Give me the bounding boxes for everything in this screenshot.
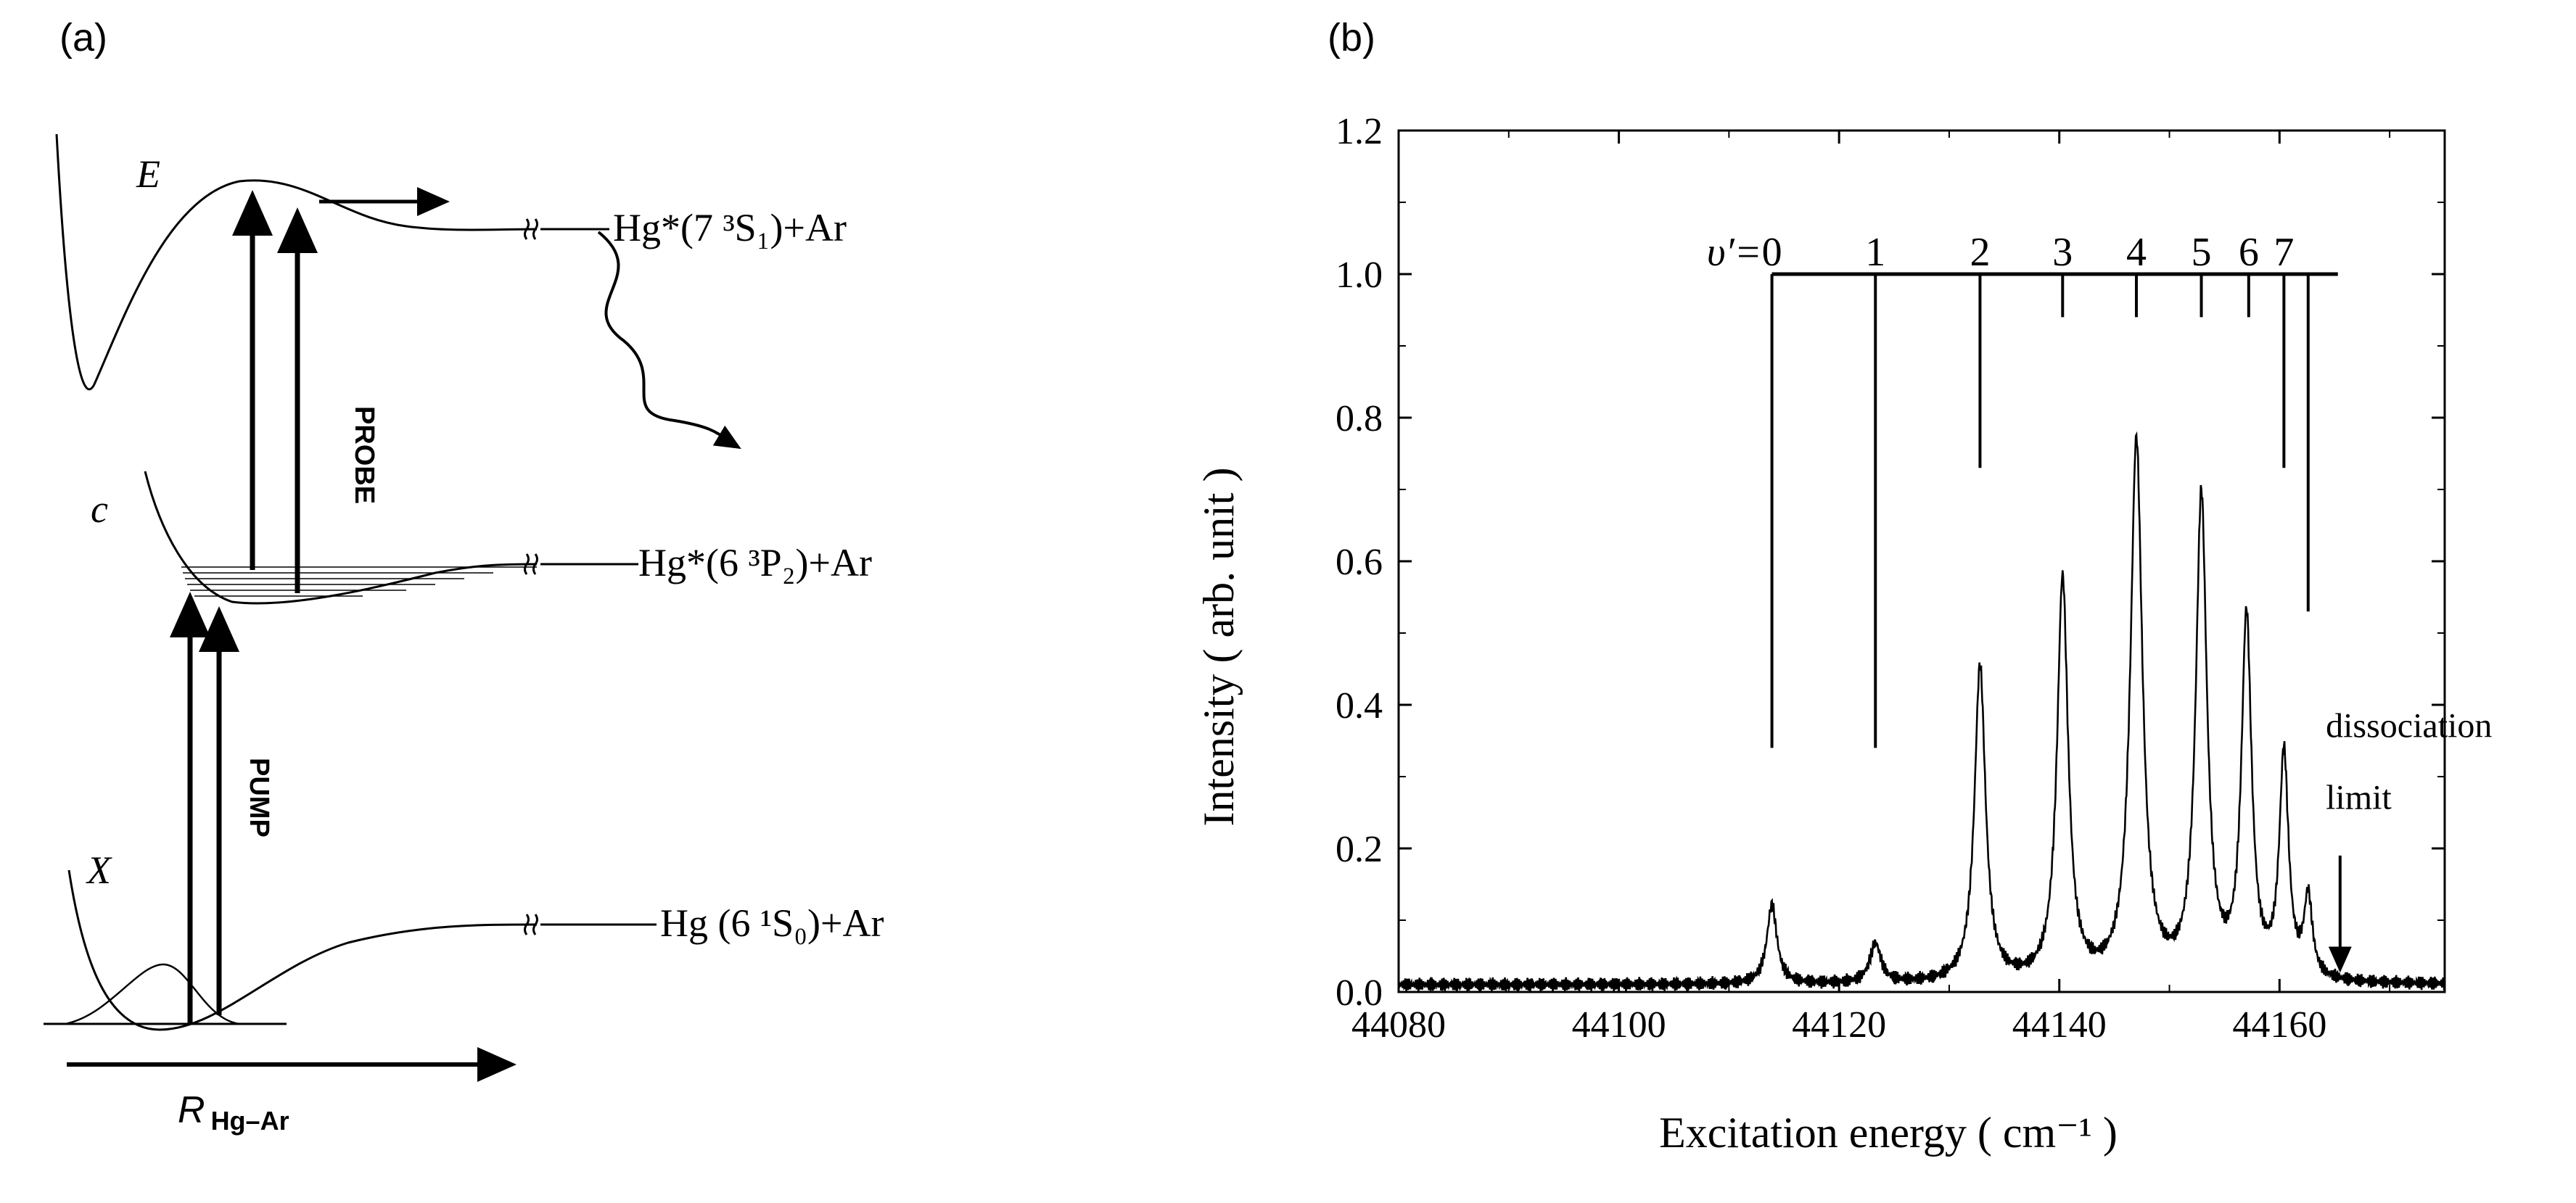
y-tick-label: 1.0 xyxy=(1336,255,1383,296)
y-tick-label: 0.8 xyxy=(1336,398,1383,439)
potential-curve-X xyxy=(67,869,538,1031)
potential-curve-c xyxy=(144,471,538,605)
curve-label-X: X xyxy=(86,848,112,892)
pump-label: PUMP xyxy=(244,758,274,838)
x-tick-label: 44160 xyxy=(2232,1004,2326,1046)
pump-arrows xyxy=(170,592,239,1024)
x-axis-title: Excitation energy ( cm⁻¹ ) xyxy=(1659,1109,2118,1157)
ground-wavepacket xyxy=(65,963,240,1025)
y-axis-title: Intensity ( arb. unit ) xyxy=(1195,468,1243,827)
x-tick-label: 44140 xyxy=(2012,1004,2107,1046)
y-tick-label: 0.4 xyxy=(1336,685,1383,727)
asymptote-connector-ground xyxy=(524,914,657,935)
y-tick-label: 0.0 xyxy=(1336,972,1383,1014)
x-tick-label: 44100 xyxy=(1572,1004,1666,1046)
vprime-number-label: 2 xyxy=(1970,230,1990,275)
vprime-number-label: 6 xyxy=(2239,230,2259,275)
vprime-number-label: 0 xyxy=(1762,230,1782,275)
spectrum-series-line xyxy=(1398,431,2446,993)
curve-label-c: c xyxy=(91,487,108,531)
asymptote-connector-middle xyxy=(524,553,638,575)
fluorescence-arrow xyxy=(597,231,741,450)
probe-arrows xyxy=(232,190,318,593)
dissociation-label-line1: dissociation xyxy=(2326,707,2492,745)
vprime-number-label: 5 xyxy=(2192,230,2212,275)
spectrum-chart: (b) 0.0 0.2 0.4 0.6 0.8 1.0 1.2 44080 44100 44120… xyxy=(1195,16,2492,1157)
potential-curve-E xyxy=(55,133,538,391)
asymptote-label-upper: Hg*(7 ³S₁)+Ar xyxy=(613,206,847,249)
vprime-number-label: 1 xyxy=(1865,230,1885,275)
dissociation-label-line2: limit xyxy=(2326,779,2392,817)
panel-b-label: (b) xyxy=(1328,16,1375,59)
curve-label-E: E xyxy=(136,152,160,196)
r-axis-label: R Hg–Ar xyxy=(178,1089,289,1136)
y-tick-label: 1.2 xyxy=(1336,111,1383,152)
energy-level-diagram: (a) xyxy=(44,16,884,1136)
y-tick-label: 0.6 xyxy=(1336,542,1383,583)
vprime-number-label: 3 xyxy=(2052,230,2073,275)
chart-layer: 0.0 0.2 0.4 0.6 0.8 1.0 1.2 44080 44100 44120 4414… xyxy=(1336,111,2446,1046)
y-tick-label: 0.2 xyxy=(1336,829,1383,870)
probe-label: PROBE xyxy=(349,406,379,504)
asymptote-label-ground: Hg (6 ¹S₀)+Ar xyxy=(660,901,884,945)
vprime-number-label: 4 xyxy=(2126,230,2147,275)
vprime-number-label: 7 xyxy=(2273,230,2294,275)
asymptote-label-middle: Hg*(6 ³P₂)+Ar xyxy=(638,541,872,584)
x-tick-label: 44120 xyxy=(1792,1004,1886,1046)
x-tick-label: 44080 xyxy=(1351,1004,1446,1046)
asymptote-connector-upper xyxy=(524,218,609,240)
panel-a-label: (a) xyxy=(59,16,107,59)
vprime-prefix-label: υ′= xyxy=(1707,230,1762,275)
